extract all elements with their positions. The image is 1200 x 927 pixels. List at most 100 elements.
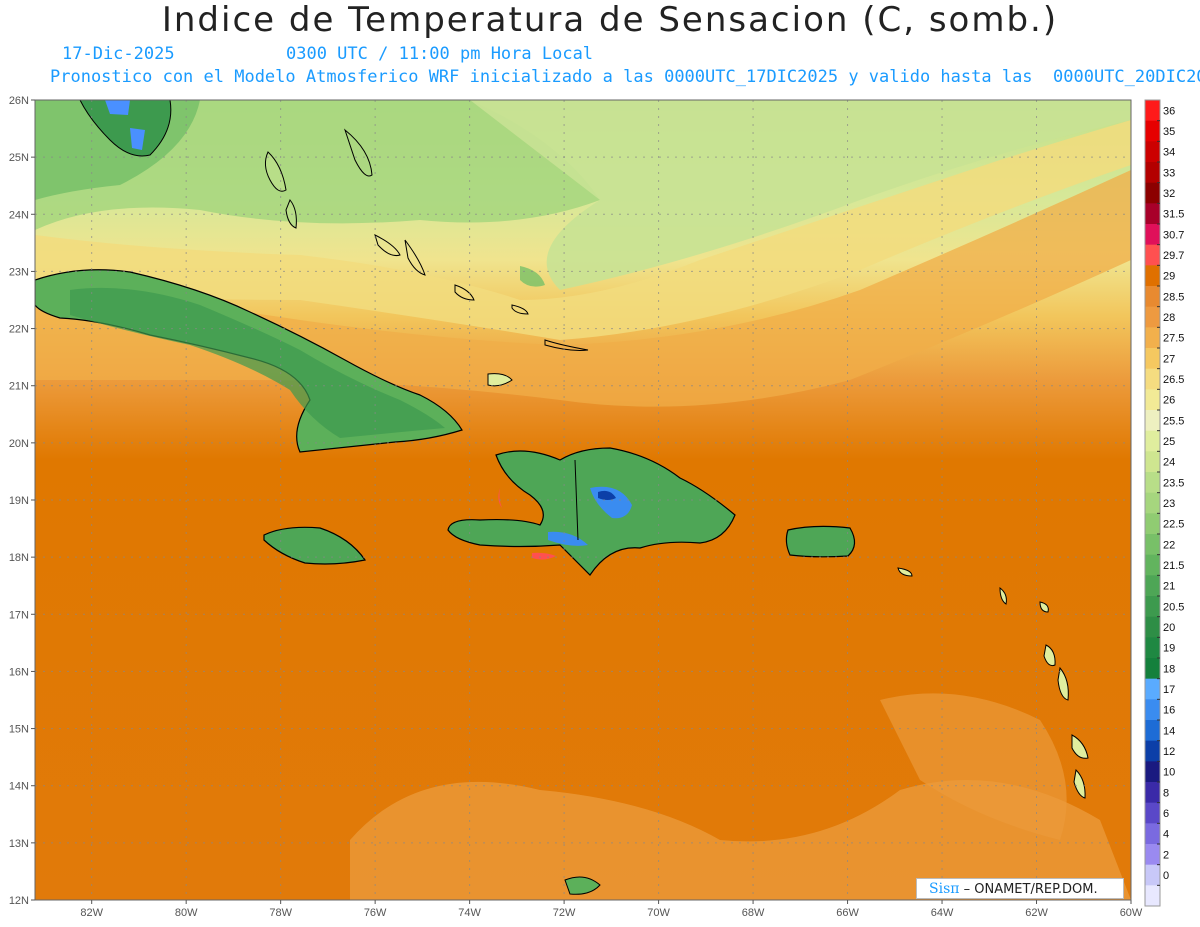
lat-label: 25N (9, 152, 29, 164)
color-scale-swatch (1145, 120, 1160, 142)
lat-label: 14N (9, 781, 29, 793)
color-scale-swatch (1145, 864, 1160, 886)
lat-label: 12N (9, 895, 29, 907)
color-scale-frame (1144, 99, 1161, 907)
color-scale-swatch (1145, 823, 1160, 845)
lon-label: 60W (1120, 907, 1143, 919)
sispi-logo: Sisπ (929, 881, 960, 897)
color-scale-label: 6 (1163, 808, 1169, 820)
color-scale-swatch (1145, 162, 1160, 184)
color-scale-label: 31.5 (1163, 209, 1184, 221)
lat-label: 21N (9, 381, 29, 393)
color-scale-swatch (1145, 286, 1160, 308)
lat-label: 17N (9, 609, 29, 621)
color-scale-label: 25 (1163, 436, 1175, 448)
color-scale-swatch (1145, 596, 1160, 618)
color-scale-swatch (1145, 451, 1160, 473)
lat-label: 15N (9, 724, 29, 736)
lat-label: 18N (9, 552, 29, 564)
color-scale-label: 26.5 (1163, 374, 1184, 386)
lon-label: 76W (364, 907, 387, 919)
color-scale-label: 24 (1163, 457, 1175, 469)
color-scale-label: 19 (1163, 643, 1175, 655)
color-scale-label: 25.5 (1163, 415, 1184, 427)
color-scale-swatch (1145, 100, 1160, 122)
color-scale-swatch (1145, 658, 1160, 680)
forecast-date: 17-Dic-2025 (62, 44, 175, 64)
latitude-labels: 26N 25N 24N 23N 22N 21N 20N 19N 18N 17N 16N 15N 14N 1… (9, 95, 35, 907)
color-scale-swatch (1145, 410, 1160, 432)
color-scale-swatch (1145, 616, 1160, 638)
lat-label: 19N (9, 495, 29, 507)
color-scale-label: 29.7 (1163, 250, 1184, 262)
map-title: Indice de Temperatura de Sensacion (C, s… (161, 0, 1059, 40)
color-scale-swatch (1145, 885, 1160, 907)
color-scale-label: 30.7 (1163, 229, 1184, 241)
color-scale-label: 22.5 (1163, 519, 1184, 531)
color-scale-swatch (1145, 740, 1160, 762)
color-scale-label: 34 (1163, 147, 1175, 159)
lat-label: 26N (9, 95, 29, 107)
lon-label: 70W (647, 907, 670, 919)
color-scale-swatch (1145, 844, 1160, 866)
lon-label: 68W (742, 907, 765, 919)
color-scale-label: 36 (1163, 105, 1175, 117)
forecast-time: 0300 UTC / 11:00 pm Hora Local (286, 44, 594, 64)
lon-label: 72W (553, 907, 576, 919)
color-scale-swatch (1145, 513, 1160, 535)
color-scale-label: 22 (1163, 539, 1175, 551)
credit-text: – ONAMET/REP.DOM. (959, 882, 1098, 897)
color-scale-bar: 363534333231.530.729.72928.52827.52726.5… (1144, 99, 1184, 907)
color-scale-label: 18 (1163, 663, 1175, 675)
color-scale-label: 16 (1163, 705, 1175, 717)
color-scale-swatch (1145, 430, 1160, 452)
lon-label: 82W (80, 907, 103, 919)
color-scale-swatch (1145, 265, 1160, 287)
color-scale-swatch (1145, 244, 1160, 266)
color-scale-swatch (1145, 141, 1160, 163)
color-scale-label: 4 (1163, 829, 1169, 841)
lon-label: 62W (1025, 907, 1048, 919)
lat-label: 22N (9, 324, 29, 336)
color-scale-label: 27 (1163, 353, 1175, 365)
color-scale-swatch (1145, 389, 1160, 411)
color-scale-label: 20.5 (1163, 601, 1184, 613)
color-scale-label: 12 (1163, 746, 1175, 758)
color-scale-swatch (1145, 699, 1160, 721)
color-scale-label: 2 (1163, 849, 1169, 861)
map-canvas (35, 100, 1131, 900)
color-scale-swatch (1145, 182, 1160, 204)
color-scale-swatch (1145, 575, 1160, 597)
color-scale-label: 27.5 (1163, 333, 1184, 345)
color-scale-label: 23 (1163, 498, 1175, 510)
color-scale-label: 21 (1163, 581, 1175, 593)
color-scale-label: 10 (1163, 767, 1175, 779)
lon-label: 66W (836, 907, 859, 919)
color-scale-label: 8 (1163, 787, 1169, 799)
color-scale-label: 29 (1163, 271, 1175, 283)
color-scale-swatch (1145, 678, 1160, 700)
lat-label: 16N (9, 666, 29, 678)
color-scale-label: 32 (1163, 188, 1175, 200)
longitude-labels: 82W 80W 78W 76W 74W 72W 70W 68W 66W 64W 62W 60W (80, 900, 1143, 919)
lon-label: 74W (458, 907, 481, 919)
color-scale-label: 26 (1163, 395, 1175, 407)
color-scale-swatch (1145, 327, 1160, 349)
color-scale-swatch (1145, 472, 1160, 494)
color-scale-swatch (1145, 782, 1160, 804)
color-scale-label: 17 (1163, 684, 1175, 696)
color-scale-swatch (1145, 637, 1160, 659)
color-scale-swatch (1145, 554, 1160, 576)
color-scale-label: 21.5 (1163, 560, 1184, 572)
lat-label: 13N (9, 838, 29, 850)
color-scale-label: 28 (1163, 312, 1175, 324)
color-scale-swatch (1145, 492, 1160, 514)
color-scale-swatch (1145, 348, 1160, 370)
lon-label: 78W (269, 907, 292, 919)
color-scale-swatch (1145, 306, 1160, 328)
color-scale-label: 0 (1163, 870, 1169, 882)
lat-label: 24N (9, 209, 29, 221)
color-scale-label: 20 (1163, 622, 1175, 634)
color-scale-swatch (1145, 720, 1160, 742)
